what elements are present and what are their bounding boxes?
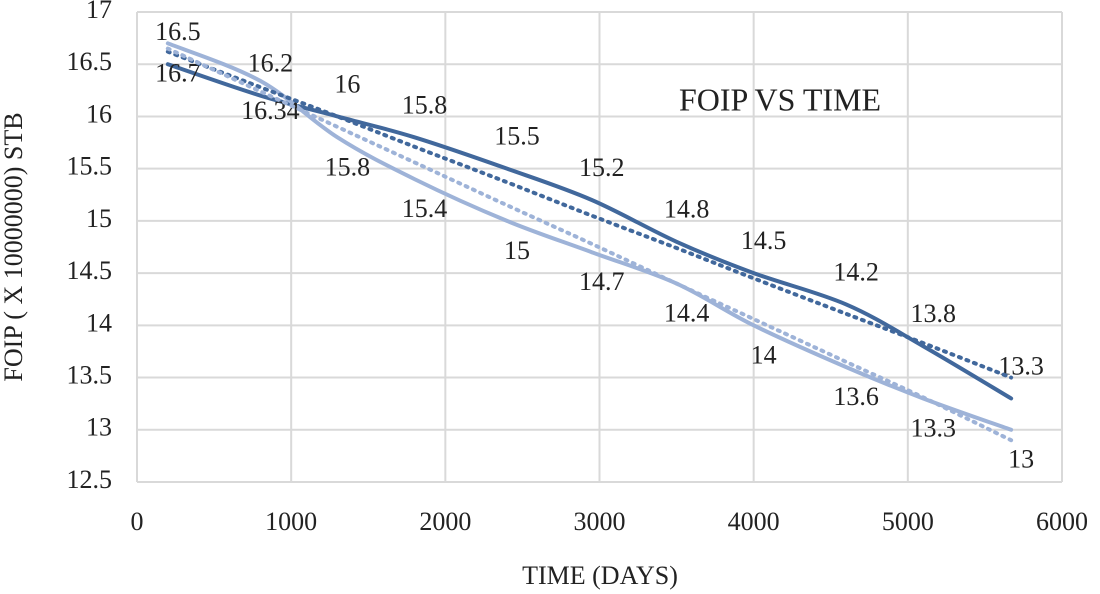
data-label: 15.8	[325, 152, 371, 181]
series-line	[165, 41, 1014, 432]
data-label: 13.6	[833, 382, 879, 411]
x-tick-label: 4000	[728, 507, 780, 536]
y-tick-label: 16	[86, 99, 112, 128]
data-label: 15.2	[579, 153, 625, 182]
x-tick-label: 3000	[574, 507, 626, 536]
data-label: 14	[751, 340, 777, 369]
data-label: 16	[334, 69, 360, 98]
x-axis-label: TIME (DAYS)	[522, 561, 678, 590]
data-label: 14.5	[741, 226, 787, 255]
y-axis-label: FOIP ( X 10000000) STB	[0, 112, 28, 381]
chart-title: FOIP VS TIME	[679, 81, 881, 117]
data-label: 13.3	[911, 413, 957, 442]
data-label: 16.5	[155, 17, 201, 46]
data-label: 16.7	[155, 58, 201, 87]
data-label: 13	[1008, 445, 1034, 474]
y-tick-label: 12.5	[67, 465, 113, 494]
data-label: 15.8	[402, 90, 448, 119]
x-tick-label: 2000	[419, 507, 471, 536]
y-tick-label: 14	[86, 308, 112, 337]
y-tick-label: 17	[86, 0, 112, 24]
trend-line	[165, 46, 1014, 443]
data-label: 16.34	[241, 96, 300, 125]
x-tick-label: 6000	[1036, 507, 1088, 536]
x-tick-label: 0	[131, 507, 144, 536]
series-line	[165, 62, 1014, 401]
y-tick-label: 13.5	[67, 361, 113, 390]
data-label: 14.8	[664, 195, 710, 224]
data-label: 14.4	[664, 299, 710, 328]
y-tick-label: 13	[86, 413, 112, 442]
data-label: 14.7	[579, 267, 625, 296]
data-label: 13.8	[911, 299, 957, 328]
y-tick-label: 15	[86, 204, 112, 233]
x-tick-label: 5000	[882, 507, 934, 536]
trend-line	[165, 49, 1014, 380]
y-tick-label: 14.5	[67, 256, 113, 285]
y-tick-label: 15.5	[67, 152, 113, 181]
data-label: 14.2	[833, 257, 879, 286]
data-label: 15.4	[402, 194, 448, 223]
data-label: 15.5	[494, 122, 540, 151]
y-tick-label: 16.5	[67, 47, 113, 76]
x-tick-label: 1000	[265, 507, 317, 536]
data-label: 15	[504, 236, 530, 265]
data-label: 16.2	[248, 49, 294, 78]
